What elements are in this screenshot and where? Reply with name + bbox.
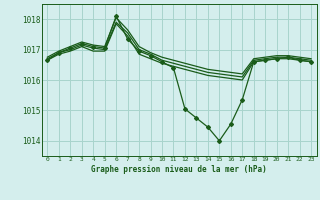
X-axis label: Graphe pression niveau de la mer (hPa): Graphe pression niveau de la mer (hPa) [91,165,267,174]
